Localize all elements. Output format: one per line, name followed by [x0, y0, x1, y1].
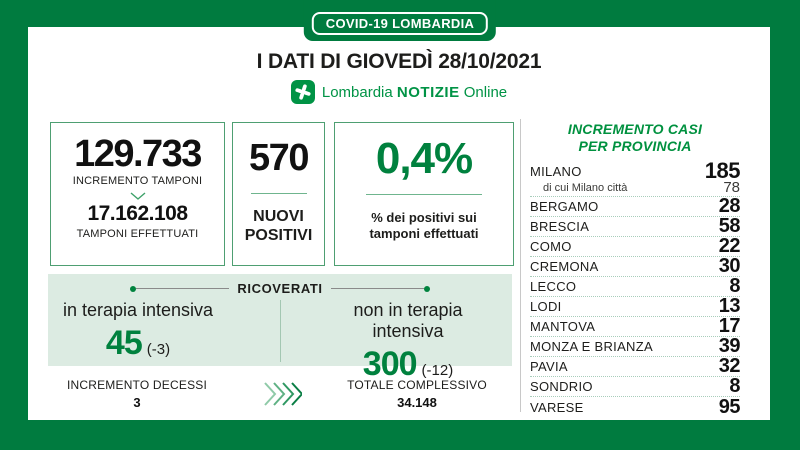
logo: Lombardia NOTIZIE Online [28, 79, 770, 105]
table-row: BRESCIA 58 [530, 214, 741, 237]
non-terapia-intensiva-label: non in terapia intensiva [353, 300, 463, 341]
header-line [136, 288, 230, 289]
logo-brand-bold: NOTIZIE [396, 83, 460, 101]
table-row: MANTOVA 17 [530, 314, 741, 337]
non-terapia-intensiva-block: non in terapia intensiva 300 (-12) [318, 300, 498, 384]
province-name: COMO [530, 238, 572, 254]
divider [366, 194, 482, 195]
province-name: LODI [530, 298, 562, 314]
nuovi-positivi-label: NUOVI POSITIVI [244, 208, 313, 245]
header-line [330, 288, 424, 289]
tamponi-effettuati-label: TAMPONI EFFETTUATI [76, 228, 199, 240]
tamponi-effettuati-value: 17.162.108 [87, 202, 188, 225]
province-title-line1: INCREMENTO CASI [567, 121, 703, 137]
terapia-intensiva-delta: (-3) [146, 341, 171, 358]
percentuale-label-line1: % dei positivi sui [371, 210, 477, 225]
table-row: MILANO 185 [530, 157, 741, 183]
province-value: 28 [718, 194, 741, 217]
province-value: 32 [718, 354, 741, 377]
province-row-milano: MILANO 185 di cui Milano città 78 [530, 157, 741, 197]
table-row: LECCO 8 [530, 274, 740, 297]
dot-icon [424, 285, 430, 292]
totale-complessivo-block: TOTALE COMPLESSIVO 34.148 [327, 378, 507, 410]
totale-complessivo-value: 34.148 [397, 395, 437, 410]
table-row: SONDRIO 8 [530, 374, 740, 397]
province-name: MILANO [530, 163, 582, 179]
divider [250, 193, 307, 194]
province-name: LECCO [530, 278, 577, 294]
logo-suffix: Online [463, 83, 508, 101]
milano-citta-value: 78 [723, 178, 740, 196]
banner: COVID-19 LOMBARDIA [303, 0, 497, 41]
dot-icon [130, 285, 136, 292]
milano-citta-label: di cui Milano città [543, 181, 628, 194]
province-value: 39 [718, 334, 741, 357]
banner-label: COVID-19 LOMBARDIA [311, 12, 489, 35]
card-percentuale-positivi: 0,4% % dei positivi sui tamponi effettua… [334, 122, 514, 266]
province-value: 185 [704, 157, 741, 183]
province-panel-title: INCREMENTO CASI PER PROVINCIA [530, 121, 740, 155]
rosa-camuna-icon [290, 80, 315, 104]
province-name: BERGAMO [530, 198, 599, 214]
milano-citta-subrow: di cui Milano città 78 [530, 178, 740, 196]
table-row: COMO 22 [530, 234, 741, 257]
province-name: MANTOVA [530, 318, 596, 334]
nuovi-positivi-value: 570 [249, 137, 309, 179]
province-name: SONDRIO [530, 378, 593, 394]
province-value: 58 [718, 214, 741, 237]
province-value: 30 [718, 254, 741, 277]
table-row: BERGAMO 28 [530, 194, 741, 217]
table-row: LODI 13 [530, 294, 741, 317]
province-name: CREMONA [530, 258, 599, 274]
ricoverati-header: RICOVERATI [130, 281, 430, 296]
table-row: CREMONA 30 [530, 254, 741, 277]
incremento-decessi-block: INCREMENTO DECESSI 3 [47, 378, 227, 410]
incremento-tamponi-value: 129.733 [74, 133, 202, 175]
logo-text: Lombardia NOTIZIE Online [322, 84, 507, 101]
non-terapia-intensiva-delta: (-12) [421, 362, 454, 379]
province-name: BRESCIA [530, 218, 590, 234]
totale-complessivo-label: TOTALE COMPLESSIVO [347, 378, 487, 392]
terapia-intensiva-block: in terapia intensiva 45 (-3) [48, 300, 228, 363]
percentuale-value: 0,4% [375, 134, 473, 183]
province-title-line2: PER PROVINCIA [578, 137, 692, 154]
triple-chevron-right-icon [264, 382, 302, 406]
province-value: 8 [729, 374, 740, 397]
ricoverati-panel: RICOVERATI in terapia intensiva 45 (-3) n… [48, 274, 512, 383]
table-row: VARESE 95 [530, 395, 741, 418]
table-row: MONZA E BRIANZA 39 [530, 334, 741, 357]
page-title: I DATI DI GIOVEDÌ 28/10/2021 [256, 50, 542, 73]
province-table: MILANO 185 di cui Milano città 78 BERGAM… [530, 157, 741, 418]
non-terapia-intensiva-value: 300 [362, 345, 418, 383]
chevron-down-icon [130, 192, 145, 200]
province-name: VARESE [530, 399, 584, 415]
province-value: 95 [718, 395, 741, 418]
incremento-tamponi-label: INCREMENTO TAMPONI [72, 175, 203, 187]
province-value: 13 [718, 294, 741, 317]
non-terapia-intensiva-values: 300 (-12) [318, 345, 498, 384]
percentuale-label-line2: tamponi effettuati [369, 225, 479, 241]
vertical-divider [280, 300, 281, 362]
table-row: PAVIA 32 [530, 354, 741, 377]
province-value: 17 [718, 314, 741, 337]
terapia-intensiva-label: in terapia intensiva [62, 300, 214, 320]
card-tamponi: 129.733 INCREMENTO TAMPONI 17.162.108 TA… [50, 122, 225, 266]
percentuale-label: % dei positivi sui tamponi effettuati [335, 210, 513, 241]
logo-brand: Lombardia [321, 83, 393, 101]
ricoverati-title: RICOVERATI [237, 281, 323, 296]
province-name: PAVIA [530, 358, 568, 374]
card-nuovi-positivi: 570 NUOVI POSITIVI [232, 122, 325, 266]
province-value: 8 [729, 274, 740, 297]
terapia-intensiva-values: 45 (-3) [48, 324, 228, 363]
incremento-decessi-label: INCREMENTO DECESSI [66, 378, 208, 392]
terapia-intensiva-value: 45 [105, 324, 143, 362]
incremento-decessi-value: 3 [133, 395, 141, 410]
province-panel: INCREMENTO CASI PER PROVINCIA MILANO 185… [520, 119, 770, 417]
province-name: MONZA E BRIANZA [530, 338, 653, 354]
province-value: 22 [718, 234, 741, 257]
